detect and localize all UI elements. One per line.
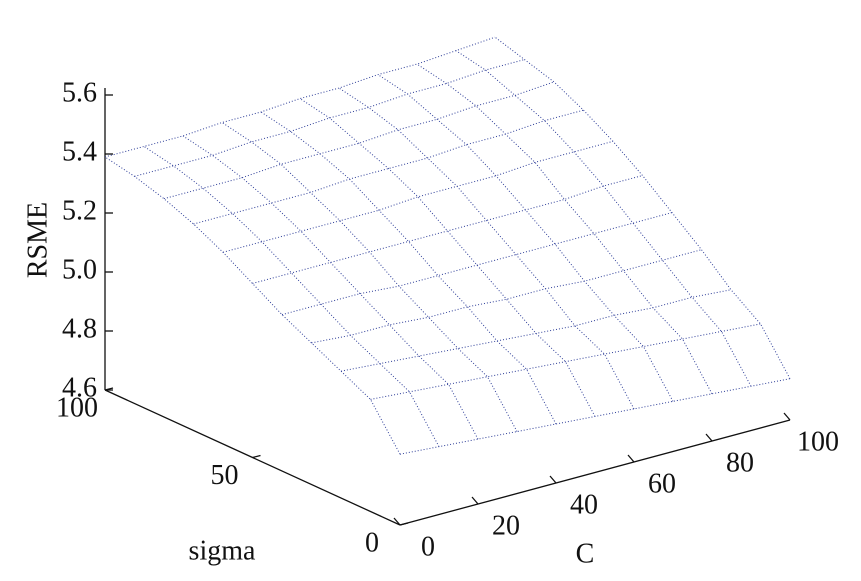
x-tick — [549, 475, 557, 484]
y-tick-label: 50 — [211, 460, 239, 491]
z-tick-label: 5.0 — [62, 254, 97, 285]
surface-row — [134, 59, 525, 177]
y-tick — [399, 522, 409, 526]
c-axis — [399, 419, 791, 526]
surface-column — [455, 50, 752, 387]
surface-column — [221, 122, 518, 432]
x-tick — [783, 412, 791, 421]
z-axis-label: RSME — [22, 202, 53, 278]
x-tick — [627, 454, 635, 463]
x-tick — [471, 496, 479, 505]
surface-column — [143, 146, 440, 447]
surface-row — [311, 249, 702, 344]
x-tick-label: 20 — [492, 510, 520, 541]
x-tick — [705, 433, 713, 442]
x-tick-label: 0 — [421, 531, 435, 562]
surface-row — [340, 289, 732, 372]
x-tick-label: 80 — [726, 447, 754, 478]
x-tick — [393, 517, 401, 526]
surface-row — [163, 81, 555, 200]
surface-column — [182, 135, 479, 440]
x-tick-label: 60 — [648, 468, 676, 499]
z-tick-label: 5.4 — [62, 136, 97, 167]
surface-row — [370, 323, 761, 400]
y-tick — [104, 387, 114, 391]
y-axis-label: sigma — [189, 535, 256, 566]
surface-row — [104, 36, 496, 158]
surface-column — [377, 74, 674, 402]
x-tick-label: 100 — [797, 426, 839, 457]
surface-row — [222, 140, 614, 253]
surface-column — [260, 111, 557, 425]
z-tick-label: 5.2 — [62, 195, 97, 226]
x-tick-label: 40 — [570, 489, 598, 520]
surface-row — [281, 212, 673, 316]
y-tick-label: 0 — [365, 527, 379, 558]
surface-column — [494, 36, 791, 379]
x-axis-label: C — [576, 538, 595, 569]
z-tick-label: 4.6 — [62, 372, 97, 403]
y-tick — [252, 454, 261, 459]
z-tick-label: 5.6 — [62, 77, 97, 108]
surface-column — [416, 63, 713, 395]
surface-column — [299, 98, 596, 417]
y-tick-label: 100 — [56, 392, 98, 423]
surface-row — [252, 175, 643, 284]
z-tick-label: 4.8 — [62, 313, 97, 344]
surface-column — [338, 87, 635, 410]
